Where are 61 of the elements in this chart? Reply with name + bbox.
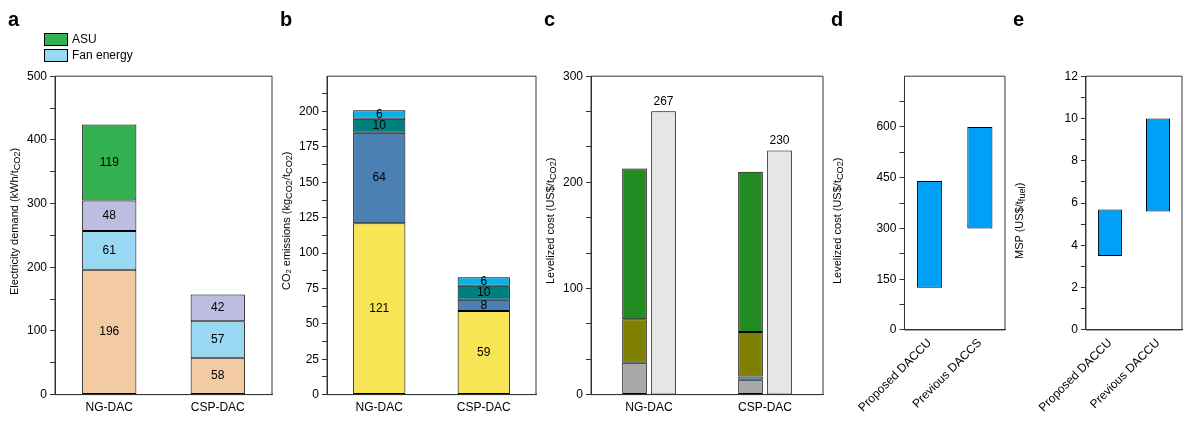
x-tick-label: CSP-DAC: [190, 400, 246, 415]
legend-label: Fan energy: [72, 48, 133, 62]
data-label: 64: [372, 170, 387, 185]
data-label: 6: [375, 106, 383, 121]
y-tick-label: 6: [1071, 195, 1079, 210]
data-label: 230: [769, 132, 790, 147]
y-tick-label: 200: [562, 174, 584, 189]
y-tick-label: 0: [312, 386, 320, 401]
data-label: 196: [99, 324, 120, 339]
y-tick-label: 100: [562, 280, 584, 295]
y-tick-label: 300: [562, 68, 584, 83]
y-tick-label: 2: [1071, 279, 1079, 294]
y-tick-label: 0: [40, 386, 48, 401]
chart-title: d: [831, 8, 845, 32]
data-label: 10: [372, 118, 387, 133]
data-label: 57: [211, 331, 225, 346]
x-tick-label: NG-DAC: [355, 400, 404, 415]
y-tick-label: 125: [298, 210, 320, 225]
y-tick-label: 4: [1071, 237, 1079, 252]
data-label: 42: [211, 300, 225, 315]
y-tick-label: 175: [298, 139, 320, 154]
y-tick-label: 0: [1071, 322, 1079, 337]
data-label: 8: [480, 297, 488, 312]
data-label: 48: [102, 207, 117, 222]
data-label: 58: [211, 368, 225, 383]
data-label: 10: [477, 285, 491, 300]
y-tick-label: 25: [305, 351, 320, 366]
chart-title: a: [8, 8, 21, 32]
data-label: 6: [480, 273, 488, 288]
x-tick-label: NG-DAC: [625, 400, 674, 415]
chart-title: b: [280, 8, 294, 32]
y-tick-label: 12: [1064, 68, 1079, 83]
chart-title: c: [544, 8, 557, 32]
y-tick-label: 0: [576, 386, 584, 401]
y-tick-label: 150: [298, 174, 320, 189]
y-tick-label: 10: [1064, 110, 1079, 125]
y-tick-label: 400: [26, 132, 48, 147]
y-tick-label: 200: [298, 103, 320, 118]
chart-title: e: [1013, 8, 1026, 32]
data-label: 59: [477, 344, 491, 359]
legend-label: ASU: [72, 32, 97, 46]
y-tick-label: 150: [876, 271, 897, 286]
y-tick-label: 100: [26, 323, 48, 338]
y-tick-label: 0: [889, 322, 897, 337]
y-tick-label: 75: [305, 280, 320, 295]
x-tick-label: CSP-DAC: [738, 400, 793, 415]
data-label: 121: [369, 301, 390, 316]
x-tick-label: NG-DAC: [85, 400, 134, 415]
data-label: 61: [102, 242, 117, 257]
y-tick-label: 100: [298, 245, 320, 260]
y-tick-label: 300: [876, 220, 897, 235]
data-label: 119: [99, 154, 120, 169]
y-tick-label: 450: [876, 170, 897, 185]
y-tick-label: 500: [26, 68, 48, 83]
data-label: 267: [653, 93, 674, 108]
y-tick-label: 200: [26, 259, 48, 274]
y-tick-label: 600: [876, 119, 897, 134]
x-tick-label: CSP-DAC: [456, 400, 512, 415]
y-tick-label: 8: [1071, 153, 1079, 168]
y-tick-label: 50: [305, 316, 320, 331]
y-tick-label: 300: [26, 195, 48, 210]
